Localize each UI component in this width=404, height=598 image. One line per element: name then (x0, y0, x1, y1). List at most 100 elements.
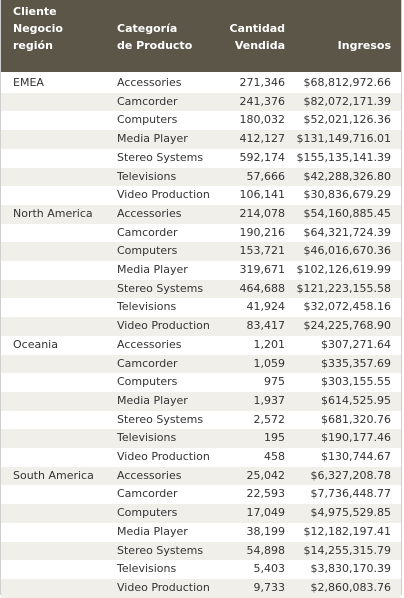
header-text: de Producto (117, 39, 193, 52)
category-cell: Stereo Systems (117, 150, 204, 164)
table-row: Camcorder 190,216 $64,321,724.39 (1, 224, 401, 243)
revenue-cell: $7,736,448.77 (310, 487, 391, 501)
quantity-cell: 25,042 (246, 468, 286, 482)
table-header: Cliente Negocio región Categoría de Producto… (1, 0, 401, 72)
table-row: Video Production 9,733 $2,860,083.76 (1, 578, 401, 598)
quantity-cell: 2,572 (253, 412, 286, 426)
table-row: North America Accessories 214,078 $54,160,8… (1, 204, 401, 224)
header-text: Cantidad (229, 22, 285, 35)
category-cell: Televisions (117, 431, 177, 445)
table-row: Televisions 57,666 $42,288,326.80 (1, 167, 401, 187)
revenue-cell: $155,135,141.39 (296, 150, 391, 164)
revenue-cell: $102,126,619.99 (296, 263, 391, 276)
header-text: Cliente (13, 5, 57, 18)
header-cell: Ingresos (338, 37, 391, 54)
category-cell: Televisions (117, 562, 177, 576)
category-cell: Stereo Systems (117, 281, 204, 295)
revenue-cell: $131,149,716.01 (296, 132, 391, 146)
header-text: Categoría (117, 22, 178, 35)
table-row: Computers 17,049 $4,975,529.85 (1, 504, 401, 523)
table-row: South America Accessories 25,042 $6,327,208… (1, 466, 401, 486)
quantity-cell: 17,049 (246, 506, 286, 520)
region-cell: Oceania (13, 337, 58, 351)
category-cell: Computers (117, 113, 178, 127)
category-cell: Video Production (117, 319, 210, 333)
revenue-cell: $190,177.46 (321, 431, 391, 445)
table-row: Computers 153,721 $46,016,670.36 (1, 242, 401, 261)
table-row: Stereo Systems 464,688 $121,223,155.58 (1, 279, 401, 299)
quantity-cell: 106,141 (239, 188, 286, 202)
quantity-cell: 975 (264, 375, 285, 389)
quantity-cell: 271,346 (239, 76, 286, 89)
table-row: Media Player 319,671 $102,126,619.99 (1, 261, 401, 280)
revenue-cell: $307,271.64 (321, 337, 391, 351)
category-cell: Stereo Systems (117, 412, 204, 426)
category-cell: Media Player (117, 524, 188, 538)
quantity-cell: 9,733 (253, 580, 286, 594)
quantity-cell: 464,688 (239, 281, 286, 295)
revenue-cell: $335,357.69 (321, 356, 391, 370)
table-row: Stereo Systems 592,174 $155,135,141.39 (1, 149, 401, 168)
quantity-cell: 57,666 (246, 169, 286, 183)
region-cell: North America (13, 206, 93, 220)
category-cell: Media Player (117, 132, 188, 146)
quantity-cell: 1,937 (253, 393, 286, 407)
table-row: Camcorder 22,593 $7,736,448.77 (1, 485, 401, 504)
table-row: Media Player 412,127 $131,149,716.01 (1, 130, 401, 149)
revenue-cell: $68,812,972.66 (303, 76, 391, 89)
table-row: Media Player 1,937 $614,525.95 (1, 391, 401, 411)
quantity-cell: 83,417 (246, 319, 286, 333)
revenue-cell: $121,223,155.58 (296, 281, 391, 295)
category-cell: Stereo Systems (117, 543, 204, 557)
table-row: EMEA Accessories 271,346 $68,812,972.66 (1, 74, 401, 93)
revenue-cell: $42,288,326.80 (303, 169, 391, 183)
quantity-cell: 1,201 (253, 337, 286, 351)
region-cell: South America (13, 468, 94, 482)
table-row: Computers 975 $303,155.55 (1, 373, 401, 392)
revenue-cell: $6,327,208.78 (310, 468, 391, 482)
revenue-cell: $303,155.55 (321, 375, 391, 389)
revenue-cell: $614,525.95 (321, 393, 391, 407)
category-cell: Media Player (117, 263, 188, 276)
quantity-cell: 592,174 (239, 150, 286, 164)
category-cell: Media Player (117, 393, 188, 407)
table-row: Video Production 106,141 $30,836,679.29 (1, 186, 401, 205)
table-row: Televisions 41,924 $32,072,458.16 (1, 298, 401, 317)
revenue-cell: $130,744.67 (321, 450, 391, 463)
table-row: Stereo Systems 54,898 $14,255,315.79 (1, 541, 401, 561)
header-text: Negocio (13, 22, 63, 35)
category-cell: Camcorder (117, 225, 178, 239)
category-cell: Video Production (117, 450, 210, 463)
category-cell: Televisions (117, 169, 177, 183)
revenue-cell: $2,860,083.76 (310, 580, 391, 594)
quantity-cell: 241,376 (239, 94, 286, 108)
category-cell: Accessories (117, 337, 182, 351)
category-cell: Accessories (117, 468, 182, 482)
header-text: Vendida (234, 39, 285, 52)
revenue-cell: $12,182,197.41 (303, 524, 391, 538)
category-cell: Video Production (117, 580, 210, 594)
quantity-cell: 319,671 (239, 263, 286, 276)
quantity-cell: 5,403 (253, 562, 286, 576)
quantity-cell: 190,216 (239, 225, 286, 239)
quantity-cell: 54,898 (246, 543, 286, 557)
revenue-cell: $24,225,768.90 (303, 319, 391, 333)
quantity-cell: 41,924 (246, 300, 286, 314)
table-row: Video Production 458 $130,744.67 (1, 448, 401, 467)
table-row: Televisions 5,403 $3,830,170.39 (1, 560, 401, 579)
table-row: Stereo Systems 2,572 $681,320.76 (1, 411, 401, 430)
revenue-cell: $681,320.76 (321, 412, 391, 426)
quantity-cell: 22,593 (246, 487, 286, 501)
revenue-cell: $32,072,458.16 (303, 300, 391, 314)
category-cell: Computers (117, 375, 178, 389)
category-cell: Computers (117, 506, 178, 520)
quantity-cell: 38,199 (246, 524, 286, 538)
category-cell: Video Production (117, 188, 210, 202)
revenue-cell: $3,830,170.39 (310, 562, 391, 576)
table-row: Camcorder 1,059 $335,357.69 (1, 354, 401, 374)
category-cell: Accessories (117, 206, 182, 220)
quantity-cell: 1,059 (253, 356, 286, 370)
quantity-cell: 412,127 (239, 132, 286, 146)
header-text: Ingresos (337, 39, 391, 52)
